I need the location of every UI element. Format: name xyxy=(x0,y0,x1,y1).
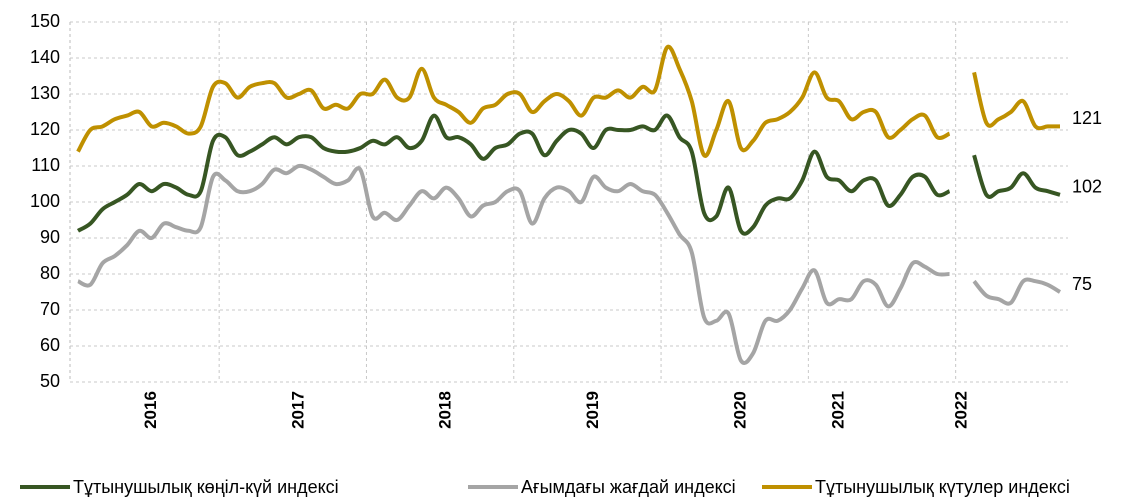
x-tick-label: 2016 xyxy=(141,391,160,429)
series-line xyxy=(77,163,1062,365)
y-tick-label: 100 xyxy=(30,191,60,211)
y-tick-label: 150 xyxy=(30,11,60,31)
legend-label: Ағымдағы жағдай индексі xyxy=(521,477,736,497)
y-tick-label: 130 xyxy=(30,83,60,103)
y-tick-label: 120 xyxy=(30,119,60,139)
legend-label: Тұтынушылық күтулер индексі xyxy=(815,477,1070,497)
x-tick-label: 2017 xyxy=(288,391,307,429)
x-tick-label: 2020 xyxy=(730,391,749,429)
y-tick-label: 70 xyxy=(40,299,60,319)
x-tick-label: 2018 xyxy=(436,391,455,429)
series-line xyxy=(76,113,1061,236)
y-tick-label: 50 xyxy=(40,371,60,391)
end-label: 75 xyxy=(1072,274,1092,294)
series-line xyxy=(76,44,1060,158)
end-label: 121 xyxy=(1072,108,1102,128)
x-tick-label: 2019 xyxy=(583,391,602,429)
y-tick-label: 60 xyxy=(40,335,60,355)
legend-label: Тұтынушылық көңіл-күй индексі xyxy=(73,477,339,497)
y-tick-label: 140 xyxy=(30,47,60,67)
y-tick-label: 90 xyxy=(40,227,60,247)
y-tick-label: 110 xyxy=(31,155,60,175)
y-tick-label: 80 xyxy=(40,263,60,283)
end-label: 102 xyxy=(1072,177,1102,197)
x-tick-label: 2022 xyxy=(951,391,970,429)
x-tick-label: 2021 xyxy=(829,391,848,429)
